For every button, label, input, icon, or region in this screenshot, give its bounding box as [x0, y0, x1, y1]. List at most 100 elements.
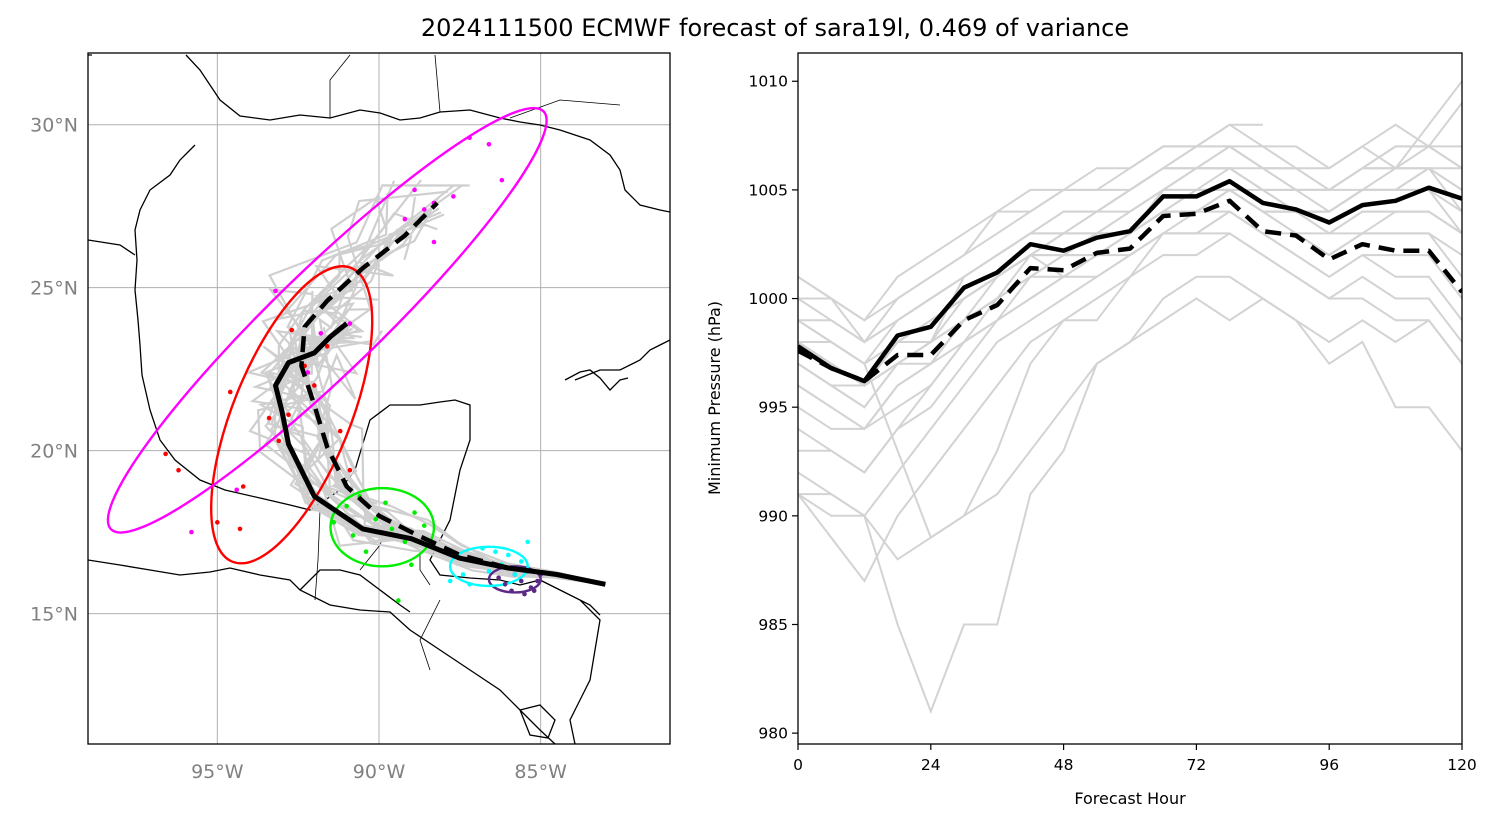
pressure-panel: 0 24 48 72 96 120 980 985 990 995 1000 1005 1010 For…: [705, 52, 1477, 808]
point-day4: [240, 484, 246, 489]
point-day5: [486, 141, 492, 147]
point-day3: [350, 533, 356, 538]
mean-pressure-solid: [798, 178, 1462, 384]
mean-track-dashed: [299, 201, 606, 587]
point-day2: [493, 549, 498, 554]
point-day4: [276, 438, 282, 444]
point-day4: [324, 344, 330, 349]
point-day5: [305, 370, 311, 375]
ensemble-track: [261, 196, 606, 586]
point-day5: [499, 177, 505, 183]
map-tick-labels: 95°W 90°W 85°W 15°N 20°N 25°N 30°N: [30, 115, 567, 783]
point-day3: [383, 500, 388, 506]
x-axis-label: Forecast Hour: [1074, 789, 1186, 808]
point-day4: [286, 412, 291, 418]
point-day3: [373, 516, 379, 522]
point-day5: [273, 288, 278, 294]
point-day5: [347, 321, 353, 326]
point-day2: [460, 572, 466, 577]
map-ytick-label: 15°N: [30, 604, 78, 626]
uncertainty-ellipses: [106, 106, 548, 594]
member-line: [798, 297, 1462, 715]
point-day4: [347, 467, 353, 473]
map-ytick-label: 30°N: [30, 115, 78, 137]
point-day3: [363, 549, 369, 554]
member-line: [798, 145, 1462, 387]
x-tick-label: 48: [1054, 756, 1074, 774]
map-xtick-label: 85°W: [514, 761, 567, 783]
point-day5: [318, 331, 324, 336]
point-day1: [502, 581, 508, 587]
figure-title: 2024111500 ECMWF forecast of sara19l, 0.…: [421, 14, 1129, 42]
ensemble-track: [268, 184, 606, 586]
map-gridlines: [88, 53, 670, 744]
point-day4: [176, 467, 181, 473]
ensemble-track: [274, 329, 606, 586]
point-day4: [227, 389, 233, 395]
point-day5: [412, 187, 417, 193]
x-tick-label: 24: [921, 756, 941, 774]
map-frame: [87, 52, 671, 745]
point-day5: [234, 487, 240, 493]
point-day3: [331, 520, 337, 525]
member-line: [798, 232, 1462, 540]
point-day2: [486, 568, 492, 574]
y-tick-label: 1000: [749, 290, 788, 308]
point-day1: [509, 588, 514, 594]
map-xtick-label: 90°W: [353, 761, 406, 783]
map-ytick-label: 25°N: [30, 278, 78, 300]
x-tick-label: 72: [1187, 756, 1207, 774]
y-tick-label: 980: [758, 725, 788, 743]
pressure-ticks: 0 24 48 72 96 120 980 985 990 995 1000 1005 1010: [749, 73, 1477, 774]
point-day4: [289, 327, 295, 333]
point-day3: [402, 539, 408, 545]
point-day3: [396, 598, 401, 603]
point-day3: [409, 562, 414, 568]
point-day3: [412, 510, 417, 515]
point-day5: [189, 529, 194, 535]
point-day2: [512, 572, 518, 577]
ensemble-track: [251, 290, 606, 586]
member-line: [798, 210, 1462, 409]
point-day2: [467, 581, 472, 587]
x-tick-label: 0: [793, 756, 803, 774]
ellipse-day4: [209, 265, 374, 565]
point-day2: [447, 578, 453, 584]
y-axis-label: Minimum Pressure (hPa): [705, 301, 724, 495]
x-tick-label: 120: [1447, 756, 1477, 774]
point-day2: [506, 552, 511, 558]
member-line: [798, 123, 1263, 344]
map-xtick-label: 95°W: [191, 761, 244, 783]
point-day4: [337, 428, 343, 434]
point-day1: [496, 575, 501, 581]
point-day3: [389, 526, 395, 532]
point-day1: [535, 578, 540, 584]
point-day4: [266, 415, 272, 421]
point-day2: [525, 539, 531, 545]
point-day2: [480, 546, 485, 551]
x-tick-label: 96: [1319, 756, 1339, 774]
ensemble-tracks: [244, 179, 606, 586]
ensemble-track: [277, 179, 606, 586]
y-tick-label: 985: [758, 616, 788, 634]
point-day5: [451, 194, 456, 199]
point-day5: [402, 216, 408, 222]
y-tick-label: 1010: [749, 73, 788, 91]
point-day1: [518, 578, 524, 584]
point-day4: [215, 520, 220, 525]
y-tick-label: 1005: [749, 181, 788, 199]
member-line: [798, 188, 1462, 431]
point-day3: [344, 503, 349, 509]
ellipse-day5: [106, 106, 548, 534]
point-day1: [531, 588, 537, 594]
point-day4: [237, 526, 243, 532]
y-tick-label: 990: [758, 507, 788, 525]
point-day3: [421, 523, 427, 528]
map-ytick-label: 20°N: [30, 441, 78, 463]
point-day1: [528, 585, 534, 590]
point-day4: [163, 451, 168, 457]
point-day2: [518, 559, 524, 564]
member-line: [798, 210, 1462, 518]
mean-pressure-dashed: [798, 198, 1462, 384]
